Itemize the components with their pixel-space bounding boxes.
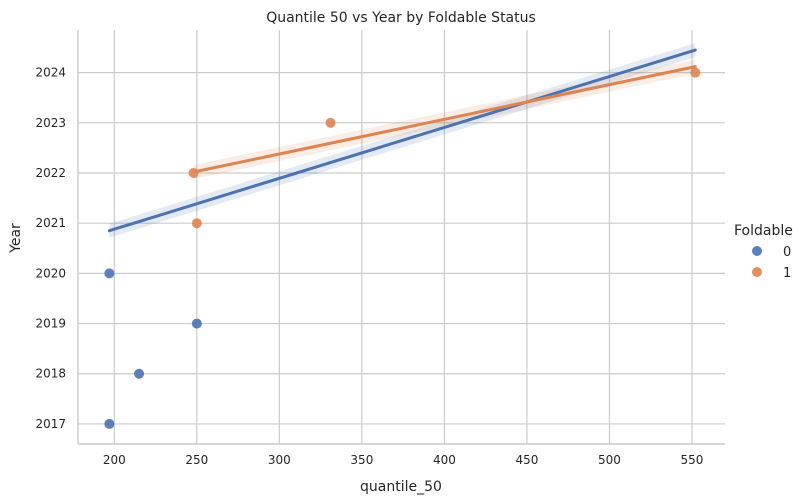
data-point-series-0 bbox=[104, 268, 115, 279]
y-tick-label: 2023 bbox=[35, 116, 66, 130]
y-axis-title: Year bbox=[8, 223, 24, 254]
x-tick-label: 250 bbox=[185, 453, 208, 467]
regression-line-series-1 bbox=[192, 65, 697, 174]
y-tick-labels: 2017 2018 2019 2020 2021 2022 2023 2024 bbox=[35, 66, 66, 431]
legend-marker-series-1 bbox=[752, 267, 762, 277]
regression-line-series-0 bbox=[107, 48, 697, 233]
data-point-series-0 bbox=[191, 318, 202, 329]
data-point-series-1 bbox=[191, 218, 202, 229]
x-tick-label: 400 bbox=[433, 453, 456, 467]
x-tick-label: 350 bbox=[350, 453, 373, 467]
scatter-points bbox=[104, 67, 701, 429]
chart-title: Quantile 50 vs Year by Foldable Status bbox=[266, 10, 536, 26]
y-tick-label: 2024 bbox=[35, 66, 66, 80]
data-point-series-0 bbox=[104, 418, 115, 429]
legend-label-series-0: 0 bbox=[783, 245, 791, 260]
x-tick-label: 550 bbox=[681, 453, 704, 467]
legend-title: Foldable bbox=[734, 223, 793, 239]
x-axis-title: quantile_50 bbox=[360, 479, 442, 495]
y-tick-label: 2022 bbox=[35, 166, 66, 180]
x-tick-label: 200 bbox=[103, 453, 126, 467]
legend-marker-series-0 bbox=[752, 246, 762, 256]
x-tick-label: 300 bbox=[268, 453, 291, 467]
y-tick-label: 2020 bbox=[35, 266, 66, 280]
x-tick-label: 500 bbox=[598, 453, 621, 467]
data-point-series-1 bbox=[690, 67, 701, 78]
x-tick-labels: 200 250 300 350 400 450 500 550 bbox=[103, 453, 704, 467]
axes bbox=[77, 30, 725, 445]
y-tick-label: 2019 bbox=[35, 317, 66, 331]
x-tick-label: 450 bbox=[515, 453, 538, 467]
y-tick-label: 2021 bbox=[35, 216, 66, 230]
grid bbox=[78, 30, 725, 444]
regression-lines bbox=[107, 48, 697, 233]
legend-label-series-1: 1 bbox=[783, 266, 791, 281]
data-point-series-1 bbox=[325, 117, 336, 128]
y-tick-label: 2017 bbox=[35, 417, 66, 431]
data-point-series-0 bbox=[134, 368, 145, 379]
y-tick-label: 2018 bbox=[35, 367, 66, 381]
legend: Foldable 0 1 bbox=[734, 223, 793, 281]
data-point-series-1 bbox=[188, 168, 199, 179]
